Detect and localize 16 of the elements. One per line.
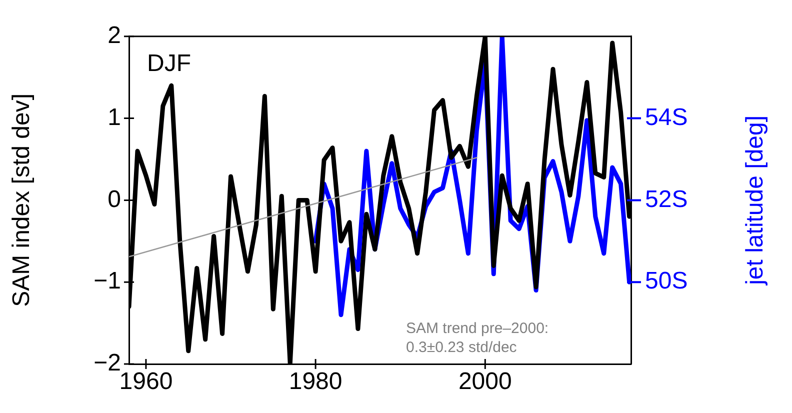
y-tick-label: −2: [94, 350, 121, 377]
y-axis-title: SAM index [std dev]: [8, 93, 36, 307]
y2-tick-label: 52S: [645, 186, 688, 213]
y-tick-label: 1: [108, 104, 121, 131]
y2-axis-title: jet latitude [deg]: [742, 115, 769, 286]
y-tick-label: 2: [108, 22, 121, 50]
y-tick-label: −1: [94, 268, 121, 295]
annotation: 0.3±0.23 std/dec: [406, 339, 518, 356]
x-tick-label: 1960: [119, 368, 173, 396]
x-tick-label: 2000: [458, 368, 512, 396]
y-tick-label: 0: [108, 186, 121, 213]
annotation: SAM trend pre–2000:: [406, 320, 549, 337]
y2-tick-label: 54S: [645, 104, 688, 131]
annotation: DJF: [147, 50, 191, 78]
y2-tick-label: 50S: [645, 268, 688, 295]
x-tick-label: 1980: [288, 368, 342, 396]
